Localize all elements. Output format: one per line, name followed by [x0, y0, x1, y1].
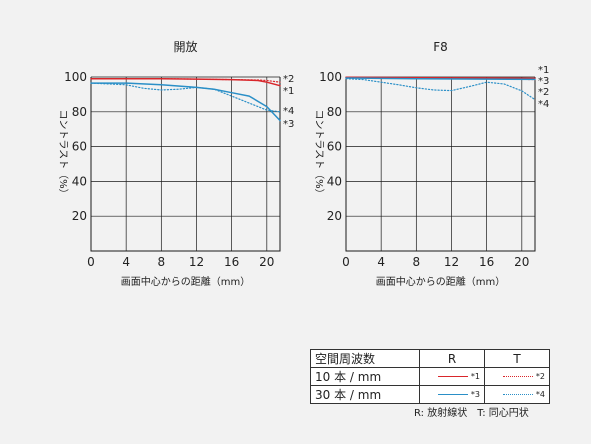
- chart1-ytick-40: 40: [72, 174, 87, 188]
- legend-swatch-r10: [437, 376, 468, 377]
- legend-swatch-t10: [502, 376, 533, 377]
- chart2-ytick-60: 60: [327, 140, 342, 154]
- chart2-axes: [345, 77, 536, 252]
- chart1-annotation-4: *3: [283, 119, 294, 130]
- chart1-ylabel: コントラスト（%）: [57, 109, 69, 198]
- legend-row-10: 10 本 / mm *1 *2: [310, 367, 550, 386]
- legend-cell-r30: *3: [419, 385, 485, 404]
- chart2-xtick-0: 0: [342, 255, 350, 269]
- legend-table: 空間周波数 R T 10 本 / mm *1 *2 30 本 / mm *3 *…: [310, 349, 550, 404]
- legend-header-r: R: [419, 349, 485, 368]
- chart1-xtick-20: 20: [259, 255, 274, 269]
- chart1-ytick-80: 80: [72, 105, 87, 119]
- chart1-series-2: [90, 78, 281, 83]
- chart2-ytick-40: 40: [327, 174, 342, 188]
- chart1-xtick-12: 12: [189, 255, 204, 269]
- chart1-series-3: [90, 82, 281, 122]
- legend-cell-r10-mark: *1: [470, 372, 480, 381]
- chart2-ytick-20: 20: [327, 209, 342, 223]
- legend-cell-t10-mark: *2: [535, 372, 545, 381]
- chart1-title: 開放: [173, 39, 197, 54]
- chart1-xlabel: 画面中心からの距離（mm）: [121, 275, 250, 288]
- legend-swatch-r30: [437, 394, 468, 395]
- chart1-ytick-20: 20: [72, 209, 87, 223]
- legend-row-30: 30 本 / mm *3 *4: [310, 385, 550, 404]
- chart2-xtick-20: 20: [514, 255, 529, 269]
- chart2-annotation-3: *2: [538, 87, 549, 98]
- chart2-xtick-8: 8: [413, 255, 421, 269]
- chart1-xtick-16: 16: [224, 255, 239, 269]
- chart2-xlabel: 画面中心からの距離（mm）: [376, 275, 505, 288]
- chart1-annotation-3: *4: [283, 106, 294, 117]
- legend-row-30-label: 30 本 / mm: [310, 385, 420, 404]
- chart2-title: F8: [433, 40, 448, 54]
- legend-cell-r10: *1: [419, 367, 485, 386]
- chart1-annotation-1: *2: [283, 74, 294, 85]
- legend-cell-t30-mark: *4: [535, 390, 545, 399]
- chart2-annotation-1: *1: [538, 65, 549, 76]
- legend-header-frequency: 空間周波数: [310, 349, 420, 368]
- chart2-ytick-100: 100: [319, 70, 342, 84]
- chart2-xtick-12: 12: [444, 255, 459, 269]
- legend-cell-t10: *2: [484, 367, 550, 386]
- legend-header-t: T: [484, 349, 550, 368]
- chart2-xtick-4: 4: [377, 255, 385, 269]
- chart2-annotation-2: *3: [538, 76, 549, 87]
- chart2-series-3: [345, 77, 536, 81]
- legend-cell-r30-mark: *3: [470, 390, 480, 399]
- chart1-annotation-2: *1: [283, 86, 294, 97]
- chart1-xtick-8: 8: [158, 255, 166, 269]
- legend-swatch-t30: [502, 394, 533, 395]
- legend-row-10-label: 10 本 / mm: [310, 367, 420, 386]
- legend-note: R: 放射線状 T: 同心円状: [414, 408, 529, 419]
- legend-cell-t30: *4: [484, 385, 550, 404]
- chart1-ytick-100: 100: [64, 70, 87, 84]
- chart1-xtick-4: 4: [122, 255, 130, 269]
- chart2-xtick-16: 16: [479, 255, 494, 269]
- chart2-series-4: [345, 78, 536, 101]
- legend-header-row: 空間周波数 R T: [310, 349, 550, 368]
- chart2-ylabel: コントラスト（%）: [313, 109, 325, 198]
- chart1-series-4: [90, 82, 281, 113]
- chart1-ytick-60: 60: [72, 140, 87, 154]
- chart1-axes: [90, 77, 281, 252]
- chart1-xtick-0: 0: [87, 255, 95, 269]
- chart2-annotation-4: *4: [538, 99, 549, 110]
- chart2-ytick-80: 80: [327, 105, 342, 119]
